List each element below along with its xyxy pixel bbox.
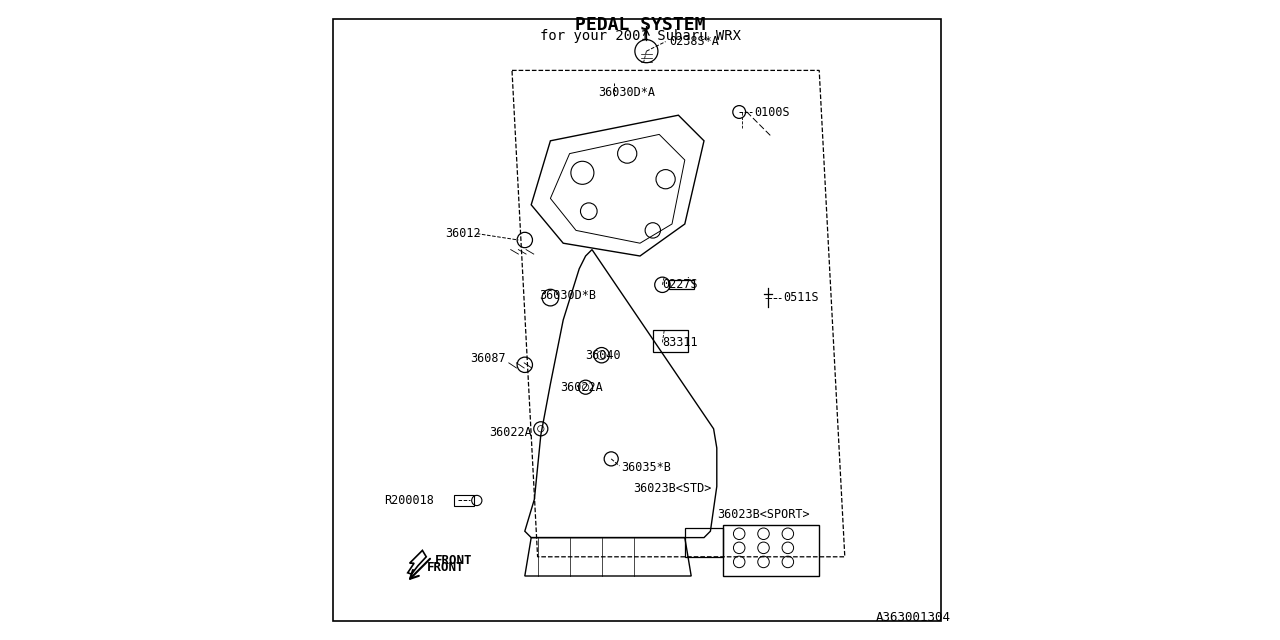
Text: A363001304: A363001304 [876,611,950,624]
Text: 36087: 36087 [471,352,506,365]
Text: 0100S: 0100S [754,106,790,118]
Text: R200018: R200018 [384,494,434,507]
Text: 36040: 36040 [585,349,621,362]
Text: 36030D*B: 36030D*B [539,289,596,302]
Text: 36035*B: 36035*B [621,461,671,474]
Text: 36022A: 36022A [490,426,532,438]
Text: 0238S*A: 0238S*A [668,35,718,48]
Bar [653,330,689,352]
Text: 36022A: 36022A [561,381,603,394]
Text: 36030D*A: 36030D*A [599,86,655,99]
Bar [668,280,694,289]
Text: for your 2001 Subaru WRX: for your 2001 Subaru WRX [539,29,741,43]
Bar [685,528,723,557]
Text: 83311: 83311 [663,336,698,349]
Text: 36023B<STD>: 36023B<STD> [634,482,712,495]
Text: FRONT: FRONT [428,561,465,574]
Text: FRONT: FRONT [435,554,472,566]
Text: 0227S: 0227S [663,278,698,291]
Text: 36023B<SPORT>: 36023B<SPORT> [717,508,809,521]
Bar [723,525,819,576]
Text: 36012: 36012 [445,227,480,240]
Text: PEDAL SYSTEM: PEDAL SYSTEM [575,16,705,34]
Text: 0511S: 0511S [783,291,819,304]
Bar [454,495,474,506]
